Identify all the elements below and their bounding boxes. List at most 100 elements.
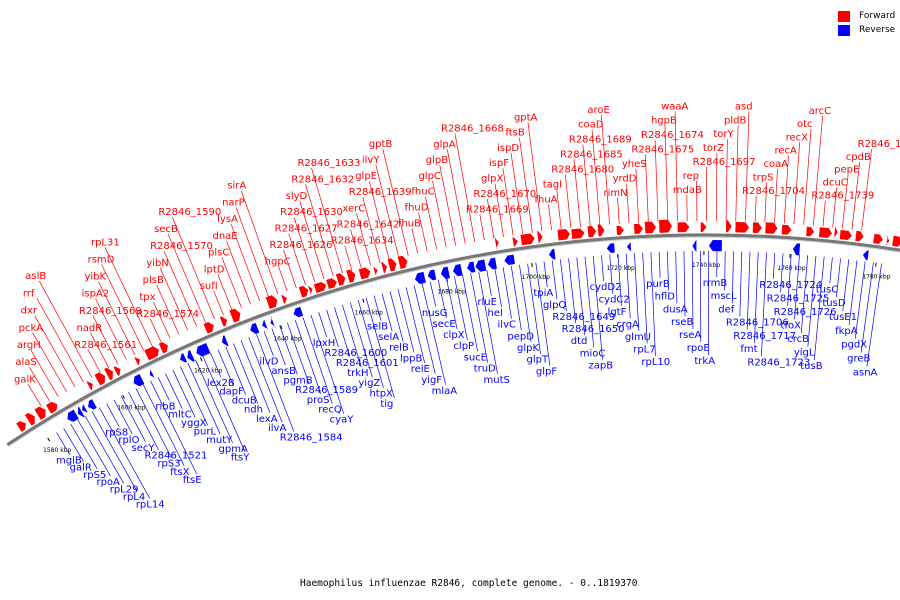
forward-gene-arrow [597,224,605,237]
forward-gene-label: tagI [543,179,562,190]
forward-gene-label: yrdD [613,173,637,184]
reverse-gene-leader [470,273,489,363]
reverse-gene-leader [210,352,222,378]
forward-gene-label: galK [14,374,36,385]
forward-gene-leader [803,129,812,225]
reverse-gene-leader [150,380,198,475]
forward-gene-label: recA [774,146,797,157]
forward-gene-leader [30,349,59,397]
reverse-gene-leader [683,251,686,317]
forward-gene-leader [375,164,400,259]
forward-gene-leader [674,111,678,222]
reverse-gene-label: rseA [679,330,701,341]
kbp-tick-label: 1620 kbp [194,367,222,374]
reverse-gene-leader [829,257,833,284]
forward-gene-label: argH [17,340,41,351]
reverse-gene-label: yggX [181,418,207,429]
reverse-gene-label: rpL7 [633,344,655,355]
forward-gene-leader [293,217,316,283]
forward-gene-leader [783,155,789,224]
reverse-gene-label: R2846_1601 [336,358,399,369]
forward-gene-arrow [16,421,26,432]
reverse-gene-label: lex2B [207,378,235,389]
reverse-gene-leader [70,423,98,470]
forward-gene-leader [527,122,543,232]
reverse-gene-label: lpxH [313,338,336,349]
reverse-gene-label: lppB [400,353,422,364]
forward-gene-arrow [818,227,833,238]
reverse-gene-leader [334,307,351,357]
reverse-gene-leader [761,252,767,357]
forward-gene-label: lptD [204,264,225,275]
forward-gene-leader [626,183,630,224]
reverse-gene-arrow [487,257,497,270]
reverse-gene-label: selA [378,332,399,343]
reverse-gene-label: recQ [318,405,342,416]
reverse-gene-label: R2846_1600 [324,348,387,359]
forward-gene-leader [29,367,51,402]
forward-gene-leader [725,139,728,222]
forward-gene-label: fhuB [398,218,421,229]
reverse-gene-label: rpS5 [83,470,106,481]
reverse-gene-label: R2846_1717 [733,331,796,342]
reverse-gene-leader [429,281,437,308]
reverse-gene-leader [754,252,759,344]
forward-gene-leader [213,290,224,316]
reverse-gene-arrow [133,374,145,387]
forward-gene-leader [822,200,826,227]
reverse-gene-leader [302,317,333,404]
reverse-gene-label: glpT [527,355,549,366]
forward-gene-arrow [839,230,852,241]
reverse-gene-label: tig [380,399,393,410]
reverse-gene-label: glpK [517,343,539,354]
genome-backbone [6,233,900,447]
reverse-gene-leader [248,337,283,423]
reverse-gene-leader [225,346,247,395]
reverse-gene-label: purL [194,427,217,438]
forward-gene-arrow [281,295,287,304]
forward-gene-label: R2846_1668 [441,124,504,135]
reverse-gene-leader [601,255,604,282]
forward-gene-leader [645,154,649,223]
reverse-gene-leader [217,349,234,386]
reverse-gene-leader [310,314,345,414]
forward-gene-leader [153,301,171,339]
reverse-gene-leader [233,343,259,404]
forward-gene-leader [36,298,84,383]
forward-gene-label: R2846_1627 [275,224,338,235]
forward-gene-arrow [633,223,643,234]
forward-gene-arrow [24,413,35,426]
forward-gene-label: R2846_1574 [136,309,199,320]
forward-gene-leader [812,115,823,226]
reverse-gene-label: ftsY [231,453,250,464]
genome-backbone-shadow [8,236,900,447]
forward-gene-arrow [387,258,397,272]
reverse-gene-leader [373,295,382,321]
forward-gene-label: otc [797,119,813,130]
forward-gene-label: R2846_1626 [270,240,333,251]
reverse-gene-leader [326,309,339,347]
reverse-gene-label: cydC2 [599,295,630,306]
forward-gene-arrow [765,222,778,234]
forward-gene-leader [156,284,180,335]
forward-gene-leader [519,137,533,233]
forward-gene-leader [350,229,362,269]
reverse-gene-label: mlaA [432,386,458,397]
forward-gene-label: hgpC [265,257,291,268]
reverse-gene-arrow [792,243,801,256]
forward-gene-label: rimN [604,188,628,199]
reverse-gene-leader [405,287,426,364]
forward-gene-arrow [307,285,313,295]
reverse-gene-label: rpL10 [641,357,670,368]
reverse-gene-arrow [221,335,229,347]
reverse-gene-label: R2846_1723 [747,357,810,368]
forward-gene-leader [793,142,800,225]
forward-gene-label: R2846_1743 [858,139,900,150]
forward-gene-leader [101,264,145,351]
forward-gene-leader [418,212,428,252]
reverse-gene-leader [99,407,151,499]
reverse-gene-leader [287,322,310,385]
forward-gene-label: hgpB [651,116,677,127]
reverse-gene-label: fkpA [835,326,858,337]
reverse-gene-arrow [708,240,722,252]
